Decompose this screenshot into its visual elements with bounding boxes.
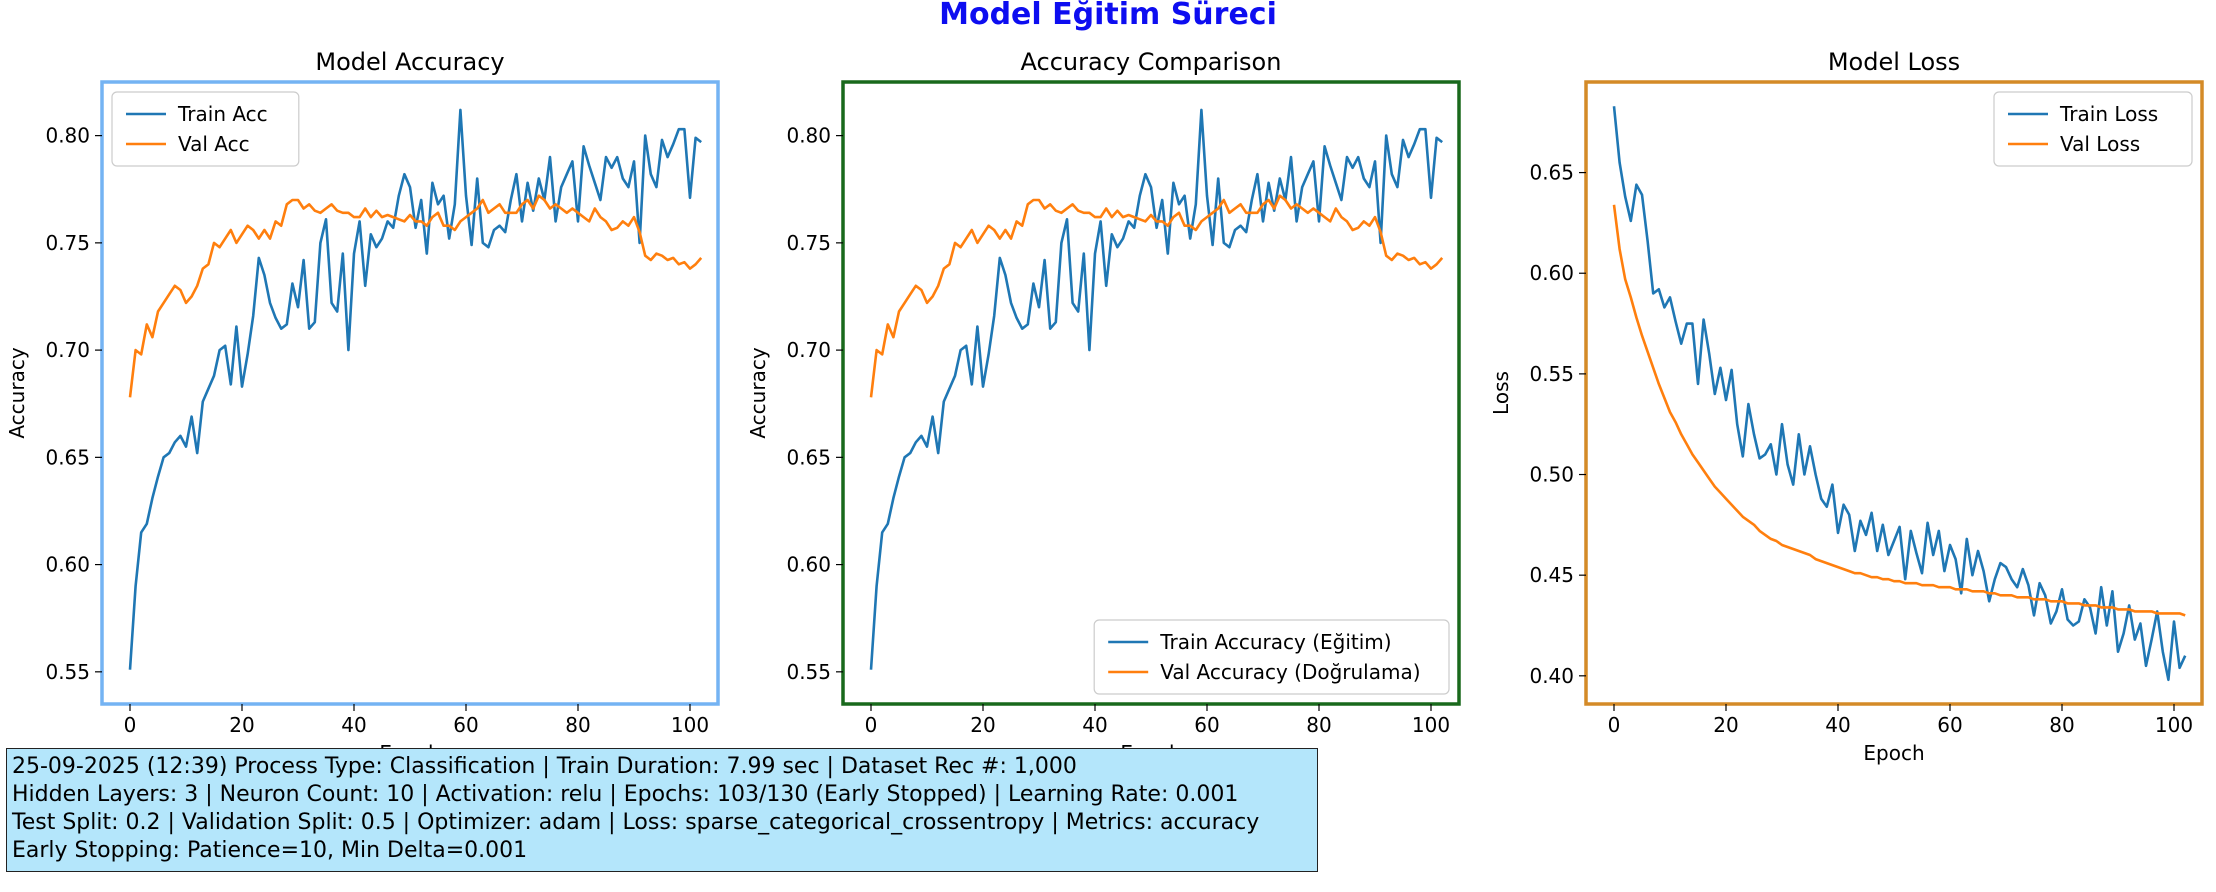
y-axis-label: Accuracy <box>746 347 770 438</box>
x-tick-label: 100 <box>671 713 709 737</box>
x-tick-label: 80 <box>2049 713 2074 737</box>
y-tick-label: 0.70 <box>45 338 90 362</box>
y-tick-label: 0.45 <box>1529 563 1574 587</box>
info-line-3: Test Split: 0.2 | Validation Split: 0.5 … <box>12 810 1260 835</box>
y-axis-label: Loss <box>1489 371 1513 415</box>
y-tick-label: 0.60 <box>786 553 831 577</box>
x-tick-label: 20 <box>970 713 995 737</box>
charts-layer: Model Accuracy 0 20 40 60 80 100 Epoch 0.55 0.60 0… <box>5 48 2204 765</box>
y-tick-label: 0.80 <box>786 124 831 148</box>
info-line-2: Hidden Layers: 3 | Neuron Count: 10 | Ac… <box>12 782 1239 807</box>
y-tick-label: 0.50 <box>1529 463 1574 487</box>
y-tick-label: 0.55 <box>786 660 831 684</box>
y-tick-label: 0.55 <box>1529 362 1574 386</box>
axes-frame <box>841 80 1461 706</box>
legend-box <box>1093 619 1450 695</box>
y-tick-label: 0.75 <box>786 231 831 255</box>
chart-2: Accuracy Comparison020406080100Epoch0.55… <box>746 48 1461 765</box>
x-tick-label: 20 <box>229 713 254 737</box>
chart-title: Model Loss <box>1828 48 1960 76</box>
chart-1: Model Accuracy020406080100Epoch0.550.600… <box>5 48 720 765</box>
y-axis-label: Accuracy <box>5 347 29 438</box>
series-line-1 <box>869 108 1443 670</box>
chart-title: Model Accuracy <box>315 48 504 76</box>
y-tick-label: 0.65 <box>45 445 90 469</box>
x-tick-label: 0 <box>865 713 878 737</box>
series-line-2 <box>869 194 1444 398</box>
x-tick-label: 60 <box>1937 713 1962 737</box>
y-tick-label: 0.65 <box>1529 161 1574 185</box>
legend-label: Val Accuracy (Doğrulama) <box>1160 660 1420 684</box>
x-axis-label: Epoch <box>1863 741 1924 765</box>
x-tick-label: 40 <box>1082 713 1107 737</box>
legend-label: Train Acc <box>177 102 268 126</box>
y-tick-label: 0.55 <box>45 660 90 684</box>
axes-frame <box>1584 80 2204 706</box>
legend-label: Train Accuracy (Eğitim) <box>1159 630 1391 654</box>
y-tick-label: 0.40 <box>1529 664 1574 688</box>
suptitle: Model Eğitim Süreci <box>939 0 1277 32</box>
training-info-box: 25-09-2025 (12:39) Process Type: Classif… <box>6 748 1318 872</box>
chart-title: Accuracy Comparison <box>1021 48 1282 76</box>
x-tick-label: 0 <box>1608 713 1621 737</box>
series-line-2 <box>1612 204 2186 617</box>
axes-frame <box>100 80 720 706</box>
series-line-1 <box>128 108 702 670</box>
legend-box <box>1993 91 2193 167</box>
legend-label: Val Acc <box>178 132 250 156</box>
x-tick-label: 60 <box>1194 713 1219 737</box>
x-tick-label: 40 <box>341 713 366 737</box>
legend-label: Train Loss <box>2059 102 2158 126</box>
series-line-1 <box>1612 106 2187 682</box>
y-tick-label: 0.80 <box>45 124 90 148</box>
x-tick-label: 80 <box>1306 713 1331 737</box>
x-tick-label: 100 <box>1412 713 1450 737</box>
x-tick-label: 80 <box>565 713 590 737</box>
y-tick-label: 0.60 <box>45 553 90 577</box>
x-tick-label: 60 <box>453 713 478 737</box>
legend-box <box>111 91 300 167</box>
info-line-1: 25-09-2025 (12:39) Process Type: Classif… <box>12 754 1077 779</box>
x-tick-label: 40 <box>1825 713 1850 737</box>
chart-3: Model Loss 0 20 40 60 80 100 Epoch 0.40 0.45 0.50 0… <box>1489 48 2204 765</box>
y-tick-label: 0.60 <box>1529 261 1574 285</box>
x-tick-label: 20 <box>1713 713 1738 737</box>
info-line-4: Early Stopping: Patience=10, Min Delta=0… <box>12 838 528 863</box>
legend-label: Val Loss <box>2060 132 2140 156</box>
y-tick-label: 0.70 <box>786 338 831 362</box>
x-tick-label: 100 <box>2155 713 2193 737</box>
y-tick-label: 0.65 <box>786 445 831 469</box>
x-tick-label: 0 <box>124 713 137 737</box>
series-line-2 <box>128 194 703 398</box>
y-tick-label: 0.75 <box>45 231 90 255</box>
